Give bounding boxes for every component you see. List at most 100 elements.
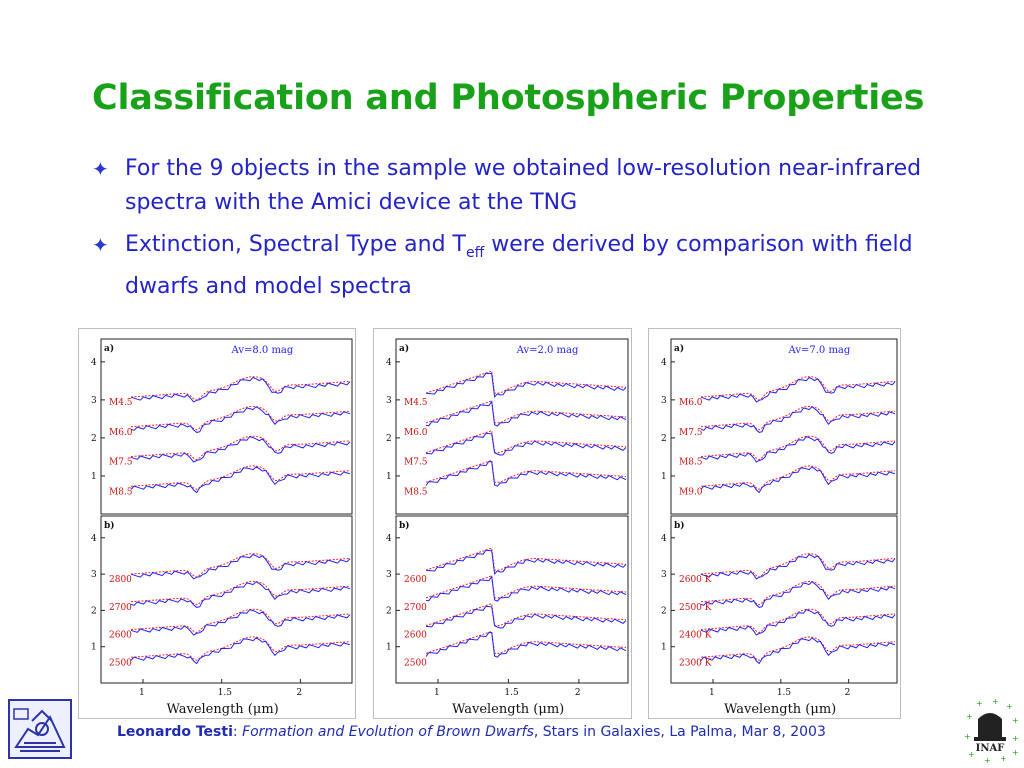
model-spectrum-line [425, 630, 627, 654]
observed-spectrum-line [130, 637, 351, 665]
panel-label: b) [674, 520, 685, 531]
model-spectrum-line [425, 370, 627, 394]
model-spectrum-line [700, 465, 896, 490]
inaf-logo: + ++ + + + + ++ ++ INAF [964, 697, 1018, 763]
model-spectrum-line [130, 465, 351, 490]
extinction-annotation: Av=7.0 mag [788, 345, 851, 356]
spectrum-label: 2800 [109, 575, 132, 585]
observed-spectrum-line [425, 575, 627, 602]
observed-spectrum-line [700, 637, 896, 665]
panel-label: a) [104, 343, 114, 354]
y-tick-label: 3 [386, 570, 392, 580]
model-spectrum-line [425, 429, 627, 454]
y-tick-label: 4 [386, 358, 392, 368]
y-tick-label: 3 [91, 396, 97, 406]
y-tick-label: 3 [661, 570, 667, 580]
spectra-chart-3: 1 2 3 4 a) Av=7.0 mag M6.0 M7.5 M8.5 M9.0 1 2 3 4 b) 26… [661, 338, 898, 717]
y-tick-label: 4 [661, 358, 667, 368]
observed-spectrum-line [130, 376, 351, 403]
spectra-figure-2: 1 2 3 4 a) Av=2.0 mag M4.5 M6.0 M7.5 M8.5 1 2 3 4 b) 26… [373, 328, 632, 719]
bullet-item: ✦ Extinction, Spectral Type and Teff wer… [92, 228, 992, 304]
svg-text:+: + [966, 712, 973, 721]
svg-text:+: + [964, 732, 971, 741]
y-tick-label: 1 [91, 643, 97, 653]
model-spectrum-line [700, 580, 896, 606]
footer-separator: : [232, 724, 243, 740]
observed-spectrum-line [700, 466, 896, 494]
bullet-text-part: were derived by comparison with field dw… [125, 232, 913, 299]
model-spectrum-line [130, 405, 351, 431]
svg-text:+: + [1000, 754, 1007, 763]
y-tick-label: 4 [661, 534, 667, 544]
x-axis-label: Wavelength (μm) [724, 702, 836, 717]
bullet-text: For the 9 objects in the sample we obtai… [125, 156, 922, 215]
observed-spectrum-line [130, 553, 351, 580]
spectrum-label: 2500 [404, 658, 427, 668]
spectrum-label: 2500 K [679, 603, 712, 613]
slide-title: Classification and Photospheric Properti… [92, 78, 925, 118]
y-tick-label: 4 [386, 534, 392, 544]
x-tick-label: 2 [845, 688, 851, 698]
spectrum-label: 2700 [109, 603, 132, 613]
observed-spectrum-line [130, 609, 351, 636]
model-spectrum-line [130, 636, 351, 661]
footer-venue: , Stars in Galaxies, La Palma, Mar 8, 20… [533, 724, 826, 740]
model-spectrum-line [700, 435, 896, 461]
spectrum-label: M4.5 [109, 398, 133, 408]
y-tick-label: 1 [386, 472, 392, 482]
spectra-figure-3: 1 2 3 4 a) Av=7.0 mag M6.0 M7.5 M8.5 M9.0 1 2 3 4 b) 26… [648, 328, 901, 719]
x-tick-label: 1 [434, 688, 440, 698]
svg-text:+: + [1006, 702, 1013, 711]
spectrum-label: M8.5 [404, 487, 428, 497]
four-point-star-icon: ✦ [92, 233, 109, 257]
panel-frame [100, 338, 353, 515]
spectra-chart-1: 1 2 3 4 a) Av=8.0 mag M4.5 M6.0 M7.5 M8.5 1 2 3 4 b) 28… [91, 338, 353, 717]
spectra-figure-1: 1 2 3 4 a) Av=8.0 mag M4.5 M6.0 M7.5 M8.5 1 2 3 4 b) 28… [78, 328, 356, 719]
x-tick-label: 2 [296, 688, 302, 698]
extinction-annotation: Av=2.0 mag [516, 345, 579, 356]
spectrum-label: M6.0 [404, 428, 428, 438]
bullet-text-part: Extinction, Spectral Type and T [125, 232, 466, 257]
inaf-logo-text: INAF [976, 743, 1005, 754]
panel-frame [670, 515, 898, 684]
x-tick-label: 1.5 [218, 688, 233, 698]
y-tick-label: 4 [91, 534, 97, 544]
y-tick-label: 1 [661, 643, 667, 653]
y-tick-label: 2 [661, 606, 667, 616]
model-spectrum-line [700, 405, 896, 431]
model-spectrum-line [130, 608, 351, 634]
y-tick-label: 1 [386, 643, 392, 653]
spectrum-label: M6.0 [679, 398, 703, 408]
model-spectrum-line [130, 435, 351, 461]
x-axis-label: Wavelength (μm) [167, 702, 279, 717]
y-tick-label: 2 [661, 434, 667, 444]
observed-spectrum-line [700, 581, 896, 608]
model-spectrum-line [700, 636, 896, 661]
y-tick-label: 2 [386, 606, 392, 616]
y-tick-label: 1 [661, 472, 667, 482]
spectrum-label: M7.5 [404, 458, 428, 468]
spectrum-label: M9.0 [679, 487, 703, 497]
panel-label: b) [104, 520, 115, 531]
x-tick-label: 1.5 [504, 688, 519, 698]
footer-work-title: Formation and Evolution of Brown Dwarfs [242, 724, 534, 740]
four-point-star-icon: ✦ [92, 157, 109, 181]
observed-spectrum-line [425, 605, 627, 629]
model-spectrum-line [130, 580, 351, 606]
svg-text:+: + [984, 756, 991, 763]
x-tick-label: 1 [709, 688, 715, 698]
svg-text:+: + [992, 697, 999, 706]
spectrum-label: 2600 [109, 631, 132, 641]
x-tick-label: 2 [575, 688, 581, 698]
y-tick-label: 2 [91, 434, 97, 444]
extinction-annotation: Av=8.0 mag [231, 345, 294, 356]
observed-spectrum-line [425, 631, 627, 658]
observed-spectrum-line [425, 460, 627, 487]
observed-spectrum-line [130, 581, 351, 608]
spectrum-label: 2600 [404, 631, 427, 641]
spectrum-label: M7.5 [109, 458, 133, 468]
y-tick-label: 3 [661, 396, 667, 406]
panel-frame [100, 515, 353, 684]
x-tick-label: 1 [139, 688, 145, 698]
model-spectrum-line [425, 547, 627, 571]
